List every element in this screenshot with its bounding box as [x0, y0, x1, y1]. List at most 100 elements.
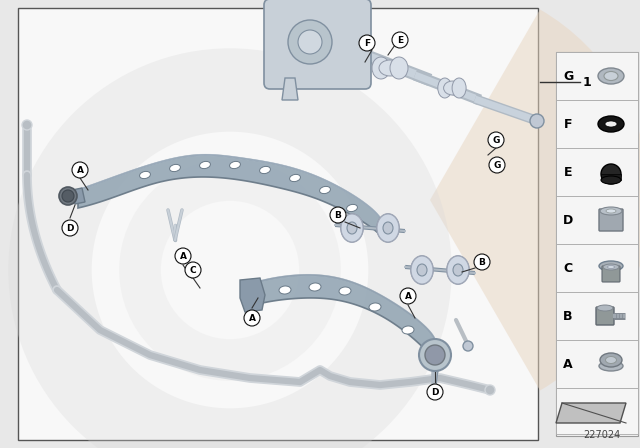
Ellipse shape	[447, 256, 469, 284]
Ellipse shape	[289, 174, 300, 181]
Circle shape	[185, 262, 201, 278]
Polygon shape	[240, 278, 265, 312]
Text: A: A	[77, 165, 83, 175]
Text: A: A	[404, 292, 412, 301]
Ellipse shape	[377, 214, 399, 242]
Text: B: B	[335, 211, 341, 220]
Ellipse shape	[453, 264, 463, 276]
Ellipse shape	[347, 204, 357, 211]
Circle shape	[288, 20, 332, 64]
Text: E: E	[564, 165, 572, 178]
Circle shape	[425, 345, 445, 365]
Ellipse shape	[369, 303, 381, 311]
Ellipse shape	[170, 164, 180, 172]
Text: 1: 1	[583, 76, 592, 89]
Ellipse shape	[383, 222, 393, 234]
Ellipse shape	[347, 222, 357, 234]
Ellipse shape	[452, 78, 466, 98]
Text: F: F	[564, 117, 572, 130]
Circle shape	[427, 384, 443, 400]
Text: D: D	[563, 214, 573, 227]
Ellipse shape	[341, 214, 363, 242]
Text: A: A	[179, 251, 186, 260]
FancyBboxPatch shape	[602, 266, 620, 282]
Ellipse shape	[598, 68, 624, 84]
Circle shape	[530, 114, 544, 128]
Ellipse shape	[447, 256, 469, 284]
Ellipse shape	[601, 164, 621, 184]
Text: D: D	[431, 388, 439, 396]
Ellipse shape	[600, 207, 622, 215]
Circle shape	[298, 30, 322, 54]
Ellipse shape	[605, 121, 617, 127]
Circle shape	[62, 220, 78, 236]
Polygon shape	[78, 155, 382, 238]
Ellipse shape	[339, 287, 351, 295]
Text: A: A	[563, 358, 573, 370]
Ellipse shape	[411, 256, 433, 284]
Circle shape	[488, 132, 504, 148]
Text: G: G	[493, 160, 500, 169]
Wedge shape	[430, 9, 640, 391]
FancyBboxPatch shape	[596, 307, 614, 325]
Ellipse shape	[601, 176, 621, 184]
Circle shape	[62, 190, 74, 202]
Ellipse shape	[438, 78, 452, 98]
Polygon shape	[556, 403, 626, 423]
Ellipse shape	[599, 361, 623, 371]
Ellipse shape	[140, 172, 150, 179]
Circle shape	[359, 35, 375, 51]
Bar	[556, 292, 638, 340]
Circle shape	[330, 207, 346, 223]
Text: B: B	[479, 258, 485, 267]
Ellipse shape	[372, 57, 390, 79]
Text: G: G	[563, 69, 573, 82]
FancyBboxPatch shape	[264, 0, 371, 89]
Ellipse shape	[417, 264, 427, 276]
Circle shape	[474, 254, 490, 270]
Bar	[556, 244, 638, 292]
Ellipse shape	[390, 57, 408, 79]
Circle shape	[244, 310, 260, 326]
Ellipse shape	[341, 214, 363, 242]
Circle shape	[489, 157, 505, 173]
Bar	[556, 388, 638, 434]
Polygon shape	[432, 368, 438, 398]
Bar	[556, 148, 638, 196]
Bar	[556, 196, 638, 244]
Text: A: A	[248, 314, 255, 323]
Circle shape	[22, 120, 32, 130]
Ellipse shape	[319, 186, 330, 194]
Ellipse shape	[279, 286, 291, 294]
Circle shape	[485, 385, 495, 395]
Polygon shape	[282, 78, 298, 100]
Ellipse shape	[411, 256, 433, 284]
Ellipse shape	[603, 264, 619, 270]
Bar	[18, 8, 538, 440]
Ellipse shape	[379, 60, 401, 76]
Bar	[556, 52, 638, 436]
Text: G: G	[492, 135, 500, 145]
Text: D: D	[67, 224, 74, 233]
Ellipse shape	[230, 161, 241, 168]
Bar	[601, 174, 621, 180]
Text: E: E	[397, 35, 403, 44]
Ellipse shape	[309, 283, 321, 291]
Circle shape	[392, 32, 408, 48]
Circle shape	[419, 339, 451, 371]
Ellipse shape	[200, 161, 211, 168]
Ellipse shape	[605, 357, 616, 363]
Ellipse shape	[402, 326, 414, 334]
Bar	[556, 340, 638, 388]
Circle shape	[463, 341, 473, 351]
Circle shape	[175, 248, 191, 264]
Circle shape	[400, 288, 416, 304]
Bar	[556, 100, 638, 148]
FancyBboxPatch shape	[599, 209, 623, 231]
Ellipse shape	[599, 261, 623, 271]
Ellipse shape	[600, 353, 622, 367]
Text: C: C	[563, 262, 573, 275]
Ellipse shape	[606, 209, 616, 213]
Ellipse shape	[260, 166, 271, 174]
Circle shape	[59, 187, 77, 205]
